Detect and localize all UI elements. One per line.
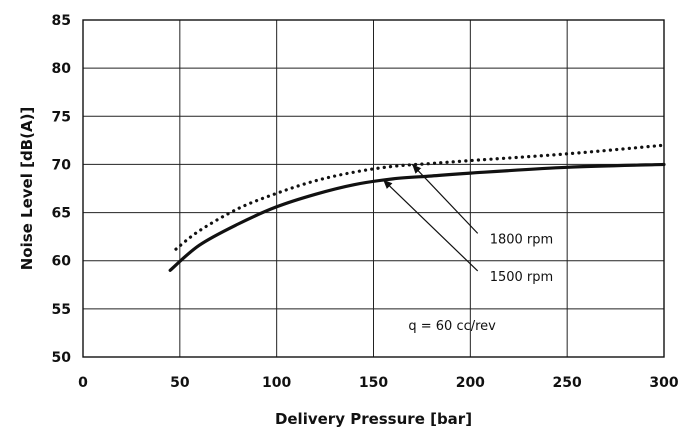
annotation-label: 1500 rpm <box>490 270 553 285</box>
series-lines <box>168 143 666 272</box>
y-tick-label: 55 <box>52 302 71 318</box>
plot-frame <box>82 19 665 358</box>
y-tick-label: 60 <box>52 254 72 270</box>
y-tick-label: 85 <box>52 13 71 29</box>
x-tick-label: 200 <box>456 375 485 391</box>
grid-lines <box>82 19 665 358</box>
x-tick-label: 0 <box>78 375 88 391</box>
x-tick-label: 300 <box>649 375 678 391</box>
y-axis-title: Noise Level [dB(A)] <box>18 107 36 271</box>
x-tick-label: 50 <box>170 375 190 391</box>
y-tick-label: 50 <box>52 350 72 366</box>
y-tick-label: 70 <box>52 157 72 173</box>
x-tick-label: 250 <box>553 375 582 391</box>
x-axis-title: Delivery Pressure [bar] <box>275 410 472 428</box>
annotation-arrow <box>411 164 479 234</box>
annotations: 1800 rpm 1500 rpm q = 60 cc/rev <box>382 164 553 334</box>
annotation-label: 1800 rpm <box>490 232 553 247</box>
y-tick-label: 80 <box>52 61 72 77</box>
annotation-arrow <box>382 179 479 272</box>
series-line-1500-rpm <box>168 162 666 272</box>
tick-labels: 0 50 100 150 200 250 300 50 55 60 65 70 75 80 85 <box>52 13 679 391</box>
x-tick-label: 150 <box>359 375 388 391</box>
y-tick-label: 65 <box>52 206 71 222</box>
x-tick-label: 100 <box>262 375 291 391</box>
series-line-1800-rpm <box>174 143 666 251</box>
annotation-label: q = 60 cc/rev <box>408 319 496 334</box>
y-tick-label: 75 <box>52 109 71 125</box>
